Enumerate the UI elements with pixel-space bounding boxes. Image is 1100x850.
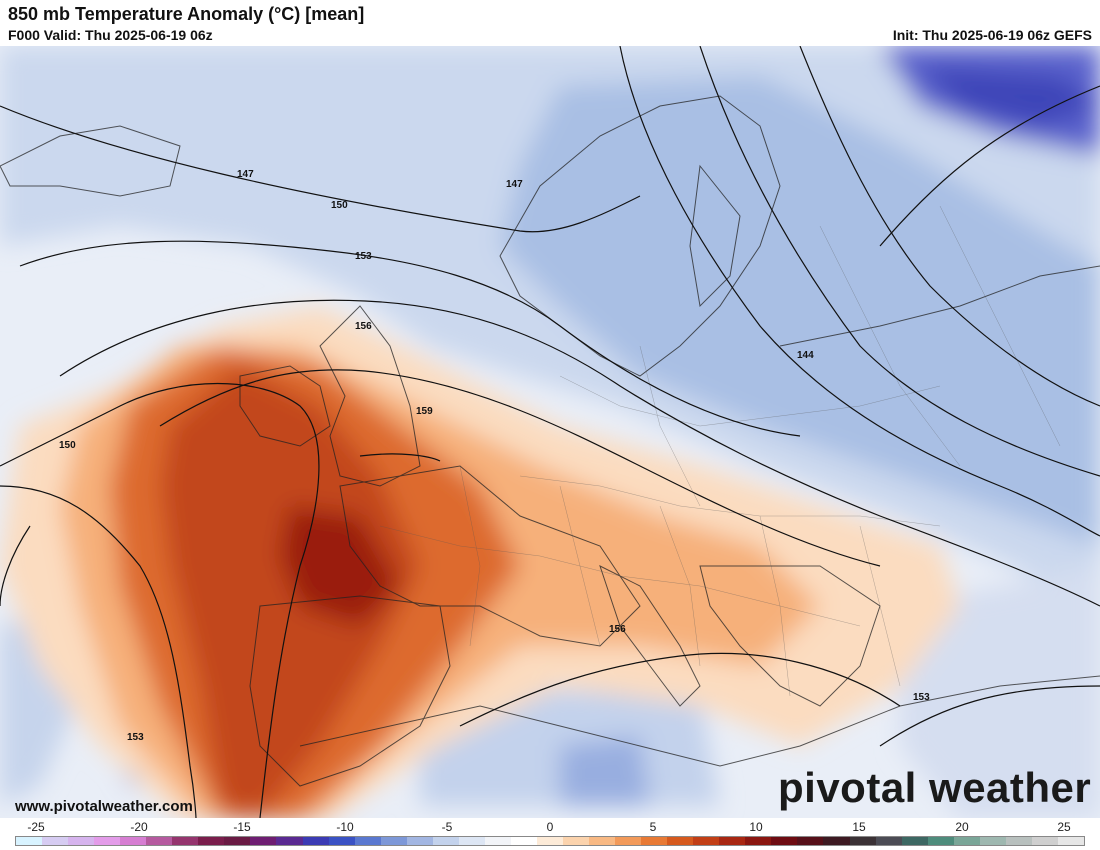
map-header: 850 mb Temperature Anomaly (°C) [mean] F… — [0, 0, 1100, 46]
colorbar-swatch — [146, 837, 173, 845]
colorbar-swatch — [771, 837, 798, 845]
colorbar-swatch — [823, 837, 850, 845]
colorbar-swatch — [667, 837, 694, 845]
colorbar-swatch — [406, 837, 433, 845]
contour-label: 153 — [127, 732, 144, 743]
valid-time: F000 Valid: Thu 2025-06-19 06z — [8, 27, 213, 43]
contour-label: 156 — [609, 624, 626, 635]
contour-label: 147 — [237, 169, 254, 180]
website-credit: www.pivotalweather.com — [15, 798, 193, 815]
colorbar-swatch — [901, 837, 928, 845]
colorbar-tick: -10 — [336, 820, 354, 834]
colorbar-swatch — [198, 837, 225, 845]
colorbar-swatch — [719, 837, 746, 845]
colorbar-tick: 25 — [1057, 820, 1071, 834]
contour-label: 150 — [59, 440, 76, 451]
contour-label: 159 — [416, 406, 433, 417]
colorbar-swatch — [16, 837, 43, 845]
contour-label: 150 — [331, 200, 348, 211]
colorbar-swatch — [641, 837, 668, 845]
colorbar-swatch — [1031, 837, 1058, 845]
colorbar-tick: 5 — [649, 820, 657, 834]
colorbar-swatch — [615, 837, 642, 845]
colorbar-swatch — [458, 837, 485, 845]
colorbar-swatch — [536, 837, 563, 845]
colorbar-swatch — [250, 837, 277, 845]
colorbar-swatch — [927, 837, 954, 845]
colorbar-swatch — [1057, 837, 1084, 845]
colorbar-swatch — [484, 837, 511, 845]
map-canvas: 147 147 150 153 156 159 150 144 156 153 … — [0, 46, 1100, 818]
colorbar-swatch — [302, 837, 329, 845]
height-contours — [0, 46, 1100, 818]
colorbar-tick: 15 — [852, 820, 866, 834]
contour-label: 147 — [506, 179, 523, 190]
colorbar-tick-labels: -25 -20 -15 -10 -5 0 5 10 15 20 25 — [0, 820, 1100, 834]
brand-logo: pivotal weather — [778, 764, 1092, 811]
colorbar-swatch — [224, 837, 251, 845]
colorbar-tick: -20 — [130, 820, 148, 834]
contour-label: 153 — [355, 251, 372, 262]
anomaly-field — [0, 46, 1100, 818]
colorbar-swatch — [380, 837, 407, 845]
contour-labels: 147 147 150 153 156 159 150 144 156 153 … — [59, 169, 930, 743]
colorbar-swatch — [276, 837, 303, 845]
colorbar-tick: 10 — [749, 820, 763, 834]
colorbar-tick: -5 — [441, 820, 453, 834]
colorbar-swatch — [68, 837, 95, 845]
colorbar-swatch — [354, 837, 381, 845]
colorbar-swatch — [745, 837, 772, 845]
colorbar-tick: 0 — [546, 820, 554, 834]
colorbar-swatch — [693, 837, 720, 845]
colorbar-swatch — [953, 837, 980, 845]
map-title: 850 mb Temperature Anomaly (°C) [mean] — [8, 4, 365, 24]
colorbar-swatch — [94, 837, 121, 845]
colorbar-swatch — [589, 837, 616, 845]
colorbar-swatch — [562, 837, 590, 845]
colorbar-swatch — [797, 837, 824, 845]
colorbar-swatch — [979, 837, 1006, 845]
contour-label: 144 — [797, 350, 814, 361]
colorbar-swatch — [849, 837, 876, 845]
colorbar-strip — [15, 836, 1085, 846]
anomaly-map[interactable]: 147 147 150 153 156 159 150 144 156 153 … — [0, 46, 1100, 818]
colorbar-swatch — [172, 837, 199, 845]
init-time: Init: Thu 2025-06-19 06z GEFS — [892, 27, 1092, 43]
colorbar-tick: -15 — [233, 820, 251, 834]
colorbar-tick: -25 — [27, 820, 45, 834]
contour-label: 153 — [913, 692, 930, 703]
colorbar-swatch — [1005, 837, 1032, 845]
colorbar-swatch — [432, 837, 459, 845]
colorbar-swatch — [42, 837, 69, 845]
admin-borders — [379, 205, 1061, 697]
colorbar-tick: 20 — [955, 820, 969, 834]
colorbar-swatch — [328, 837, 355, 845]
colorbar-swatch — [120, 837, 147, 845]
colorbar-swatch — [875, 837, 902, 845]
contour-label: 156 — [355, 321, 372, 332]
colorbar-swatch — [510, 837, 537, 845]
coastlines — [0, 95, 1100, 787]
